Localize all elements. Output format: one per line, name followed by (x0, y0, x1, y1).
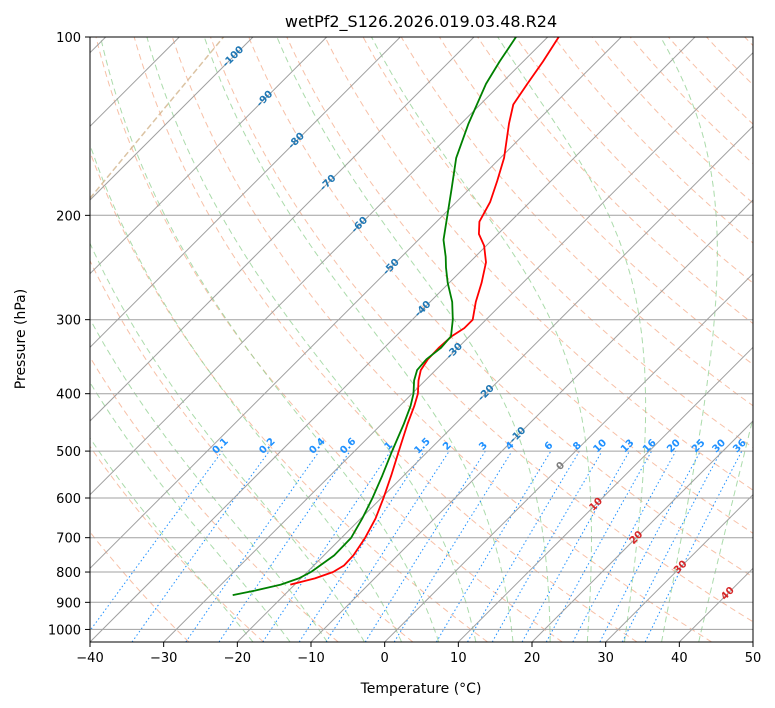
isotherm-line (457, 346, 753, 642)
profile-lines (232, 37, 560, 596)
dry-adiabat (591, 37, 753, 204)
plot-frame (89, 36, 754, 643)
mixing-ratio-line (545, 450, 653, 642)
dry-adiabat (248, 37, 753, 578)
grid-lines (90, 37, 753, 642)
background-lines (90, 37, 753, 642)
plot-area (90, 37, 753, 642)
y-tick-label: 1000 (48, 623, 81, 638)
moist-adiabat (90, 242, 365, 642)
x-tick-label: 20 (524, 651, 541, 666)
mixing-ratio-line (298, 450, 425, 642)
mixing-ratio-line (185, 450, 320, 642)
x-tick-label: −20 (224, 651, 251, 666)
isotherm-line (384, 272, 753, 642)
dry-adiabat (400, 37, 753, 407)
mixing-ratio-line (521, 450, 630, 642)
y-tick-label: 700 (56, 532, 81, 547)
isotherm-line (605, 493, 753, 642)
moist-adiabat (276, 37, 551, 642)
chart-title: wetPf2_S126.2026.019.03.48.R24 (285, 12, 557, 32)
isotherm-line (90, 37, 622, 570)
dry-adiabat (133, 37, 638, 642)
x-tick-label: 0 (381, 651, 389, 666)
dry-adiabat (515, 37, 753, 284)
isotherm-line (90, 37, 328, 275)
x-tick-label: −40 (76, 651, 103, 666)
isotherm-line (90, 37, 475, 422)
y-tick-label: 300 (56, 314, 81, 329)
y-tick-label: 900 (56, 596, 81, 611)
mixing-ratio-line (572, 450, 677, 642)
dry-adiabat (324, 37, 753, 491)
mixing-ratio-line (218, 450, 351, 642)
mixing-ratio-line (644, 450, 743, 642)
mixing-ratio-line (90, 450, 223, 632)
mixing-ratio-line (393, 450, 513, 642)
y-tick-label: 200 (56, 209, 81, 224)
y-axis-label: Pressure (hPa) (13, 289, 29, 389)
isotherm-line (236, 125, 753, 642)
mixing-ratio-line (262, 450, 392, 642)
y-tick-label: 800 (56, 566, 81, 581)
y-tick-label: 100 (56, 31, 81, 46)
isotherm-line (90, 37, 696, 642)
x-tick-label: −30 (150, 651, 177, 666)
x-tick-label: 50 (745, 651, 762, 666)
isotherm-line (163, 51, 753, 642)
moist-adiabat (698, 416, 753, 642)
dry-adiabat (210, 37, 753, 623)
y-tick-label: 400 (56, 388, 81, 403)
isotherm-line (90, 37, 549, 496)
moist-adiabat (90, 143, 403, 642)
moist-adiabat (203, 37, 514, 642)
x-tick-label: −10 (297, 651, 324, 666)
x-tick-label: 10 (450, 651, 467, 666)
x-axis: −40 −30 −20 −10 0 10 20 30 40 50 (76, 642, 761, 666)
dewpoint-profile (232, 37, 517, 596)
y-tick-label: 600 (56, 492, 81, 507)
moist-adiabat (497, 37, 647, 642)
x-tick-label: 30 (597, 651, 614, 666)
dry-adiabat (629, 37, 753, 165)
isotherm-line (310, 199, 753, 642)
mixing-ratio-line (325, 450, 450, 642)
mixing-ratio-line (131, 450, 270, 642)
isotherm-line (90, 37, 254, 201)
dry-adiabat (171, 37, 712, 642)
dry-adiabat (477, 37, 753, 325)
moist-adiabat (100, 37, 440, 642)
moist-adiabat (660, 37, 718, 642)
moist-adiabat (371, 37, 592, 642)
x-axis-label: Temperature (°C) (360, 681, 482, 697)
dry-adiabat (90, 445, 264, 642)
moist-adiabat (146, 37, 477, 642)
y-tick-label: 500 (56, 445, 81, 460)
y-axis: 100 200 300 400 500 600 700 800 900 1000 (48, 31, 90, 638)
isotherm-line (531, 420, 753, 642)
x-tick-label: 40 (671, 651, 688, 666)
dry-adiabat (90, 259, 414, 642)
isotherm-line (90, 37, 401, 349)
